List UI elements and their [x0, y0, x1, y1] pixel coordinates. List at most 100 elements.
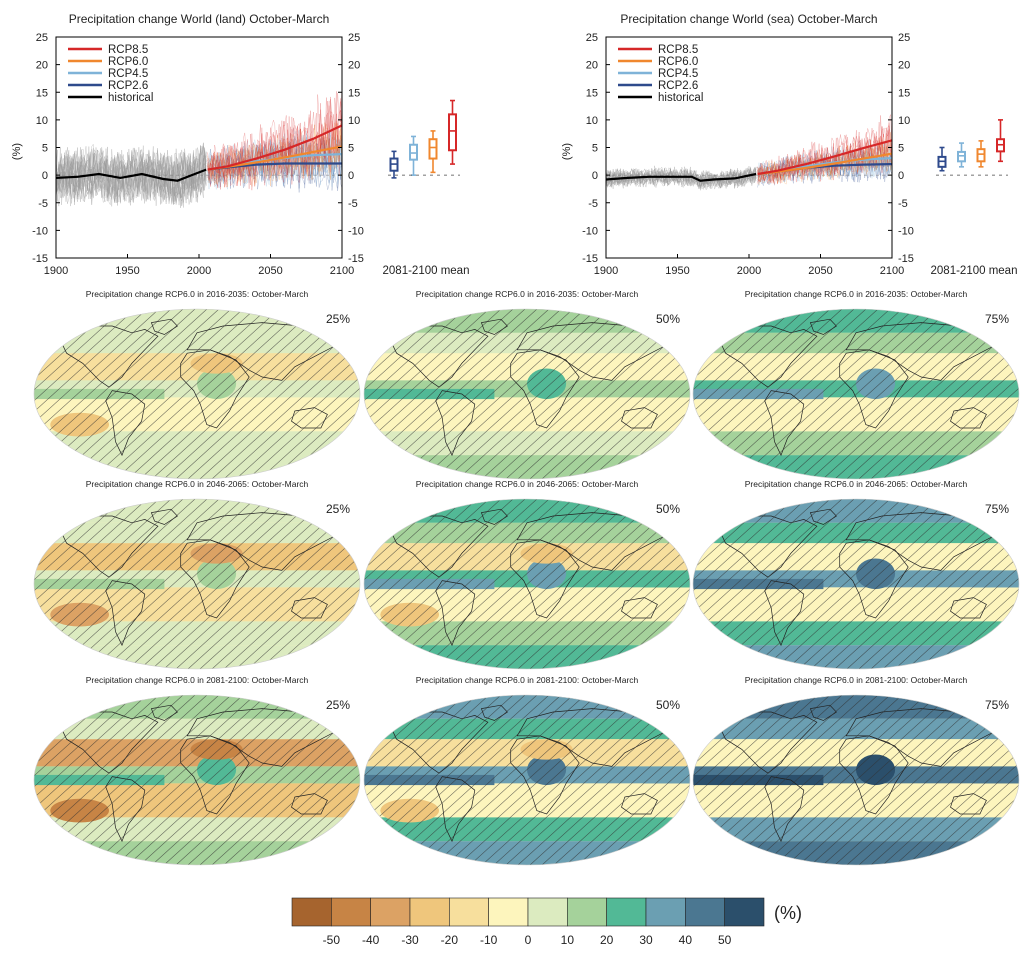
coastline [186, 322, 335, 381]
box-rcp45 [409, 143, 418, 161]
map-title: Precipitation change RCP6.0 in 2081-2100… [745, 675, 968, 685]
chart-title: Precipitation change World (land) Octobe… [69, 12, 330, 26]
coastline [839, 539, 909, 619]
coastline [510, 349, 580, 429]
coastline [186, 512, 335, 571]
y-tick-label-right: -5 [898, 198, 908, 210]
colorbar-swatch [606, 897, 647, 927]
coastline [845, 322, 994, 381]
map-title: Precipitation change RCP6.0 in 2016-2035… [86, 289, 309, 299]
map-band [364, 455, 690, 479]
map-band [693, 783, 1019, 818]
map-band [693, 587, 1019, 622]
map-percentile: 25% [326, 502, 350, 516]
coastline [186, 708, 335, 767]
y-tick-label-right: -15 [898, 253, 914, 265]
y-tick-label-right: 20 [348, 60, 360, 72]
y-tick-label-right: 10 [898, 115, 910, 127]
colorbar-swatch [331, 897, 371, 927]
y-tick-label: 5 [42, 143, 48, 155]
coastline [839, 349, 909, 429]
coastline [516, 512, 665, 571]
colorbar-tick-label: -20 [441, 933, 459, 947]
colorbar-unit: (%) [774, 903, 802, 923]
y-tick-label-right: 20 [898, 60, 910, 72]
dry-patch [190, 543, 243, 564]
colorbar-swatch [685, 897, 725, 927]
y-tick-label: -5 [588, 198, 598, 210]
map-field [364, 309, 690, 479]
pacific-strip [34, 578, 165, 590]
coastline [150, 508, 178, 525]
pacific-strip-east [973, 774, 1019, 784]
colorbar-tick-label: -10 [480, 933, 498, 947]
coastline [180, 539, 250, 619]
coastline [150, 318, 178, 335]
y-tick-label-right: 5 [348, 143, 354, 155]
coastline [845, 708, 994, 767]
map-band [364, 841, 690, 865]
x-tick-label: 1900 [44, 265, 68, 277]
map-border [692, 694, 1020, 866]
map-band [364, 645, 690, 669]
y-tick-label: 25 [36, 32, 48, 44]
box-rcp85 [448, 113, 457, 152]
coastline [480, 704, 508, 721]
africa-wet-patch [197, 754, 237, 786]
y-tick-label: 15 [586, 87, 598, 99]
map-band [364, 817, 690, 842]
legend-label-rcp60: RCP6.0 [108, 56, 148, 68]
map-band [364, 353, 690, 381]
map-band [693, 739, 1019, 767]
map-band [693, 841, 1019, 865]
x-tick-label: 2050 [258, 265, 282, 277]
colorbar-tick-label: -40 [362, 933, 380, 947]
y-tick-label-right: -15 [348, 253, 364, 265]
coastline [718, 325, 818, 388]
x-tick-label: 1950 [115, 265, 139, 277]
y-tick-label: 10 [586, 115, 598, 127]
map-band [693, 621, 1019, 646]
pacific-strip-east [644, 578, 690, 588]
y-tick-label: -5 [38, 198, 48, 210]
chart-title: Precipitation change World (sea) October… [620, 12, 877, 26]
x-tick-label: 2050 [808, 265, 832, 277]
map-border [692, 308, 1020, 480]
pacific-strip-east [644, 388, 690, 398]
pacific-strip [693, 388, 824, 400]
plot-area [56, 84, 342, 208]
coastline [389, 325, 489, 388]
map-title: Precipitation change RCP6.0 in 2081-2100… [86, 675, 309, 685]
africa-wet-patch [527, 558, 567, 590]
x-tick-label: 2000 [187, 265, 211, 277]
x-tick-label: 1900 [594, 265, 618, 277]
africa-wet-patch [856, 368, 896, 400]
sea-timeseries-chart: Precipitation change World (sea) October… [561, 12, 1017, 277]
map-border [363, 308, 691, 480]
colorbar-tick-label: -30 [401, 933, 419, 947]
africa-wet-patch [527, 754, 567, 786]
y-tick-label-right: -10 [348, 225, 364, 237]
pacific-strip-east [314, 578, 360, 588]
pacific-strip [34, 388, 165, 400]
dry-patch [520, 543, 573, 564]
colorbar-swatch [449, 897, 489, 927]
y-tick-label: 10 [36, 115, 48, 127]
coastline [718, 515, 818, 578]
colorbar-tick-label: -50 [323, 933, 341, 947]
map-band [364, 431, 690, 456]
map-band [34, 431, 360, 456]
coastline [59, 515, 159, 578]
legend-label-rcp26: RCP2.6 [108, 80, 148, 92]
pacific-strip [693, 774, 824, 786]
map-percentile: 75% [985, 698, 1009, 712]
pacific-strip-east [973, 388, 1019, 398]
colorbar: -50 -40 -30 -20 -10 0 10 20 30 40 50 (%) [291, 897, 802, 947]
colorbar-tick-label: 0 [525, 933, 532, 947]
y-tick-label-right: 5 [898, 143, 904, 155]
y-tick-label: -15 [32, 253, 48, 265]
box-rcp60 [976, 148, 986, 163]
series-line-historical [606, 172, 757, 182]
pacific-strip [34, 774, 165, 786]
